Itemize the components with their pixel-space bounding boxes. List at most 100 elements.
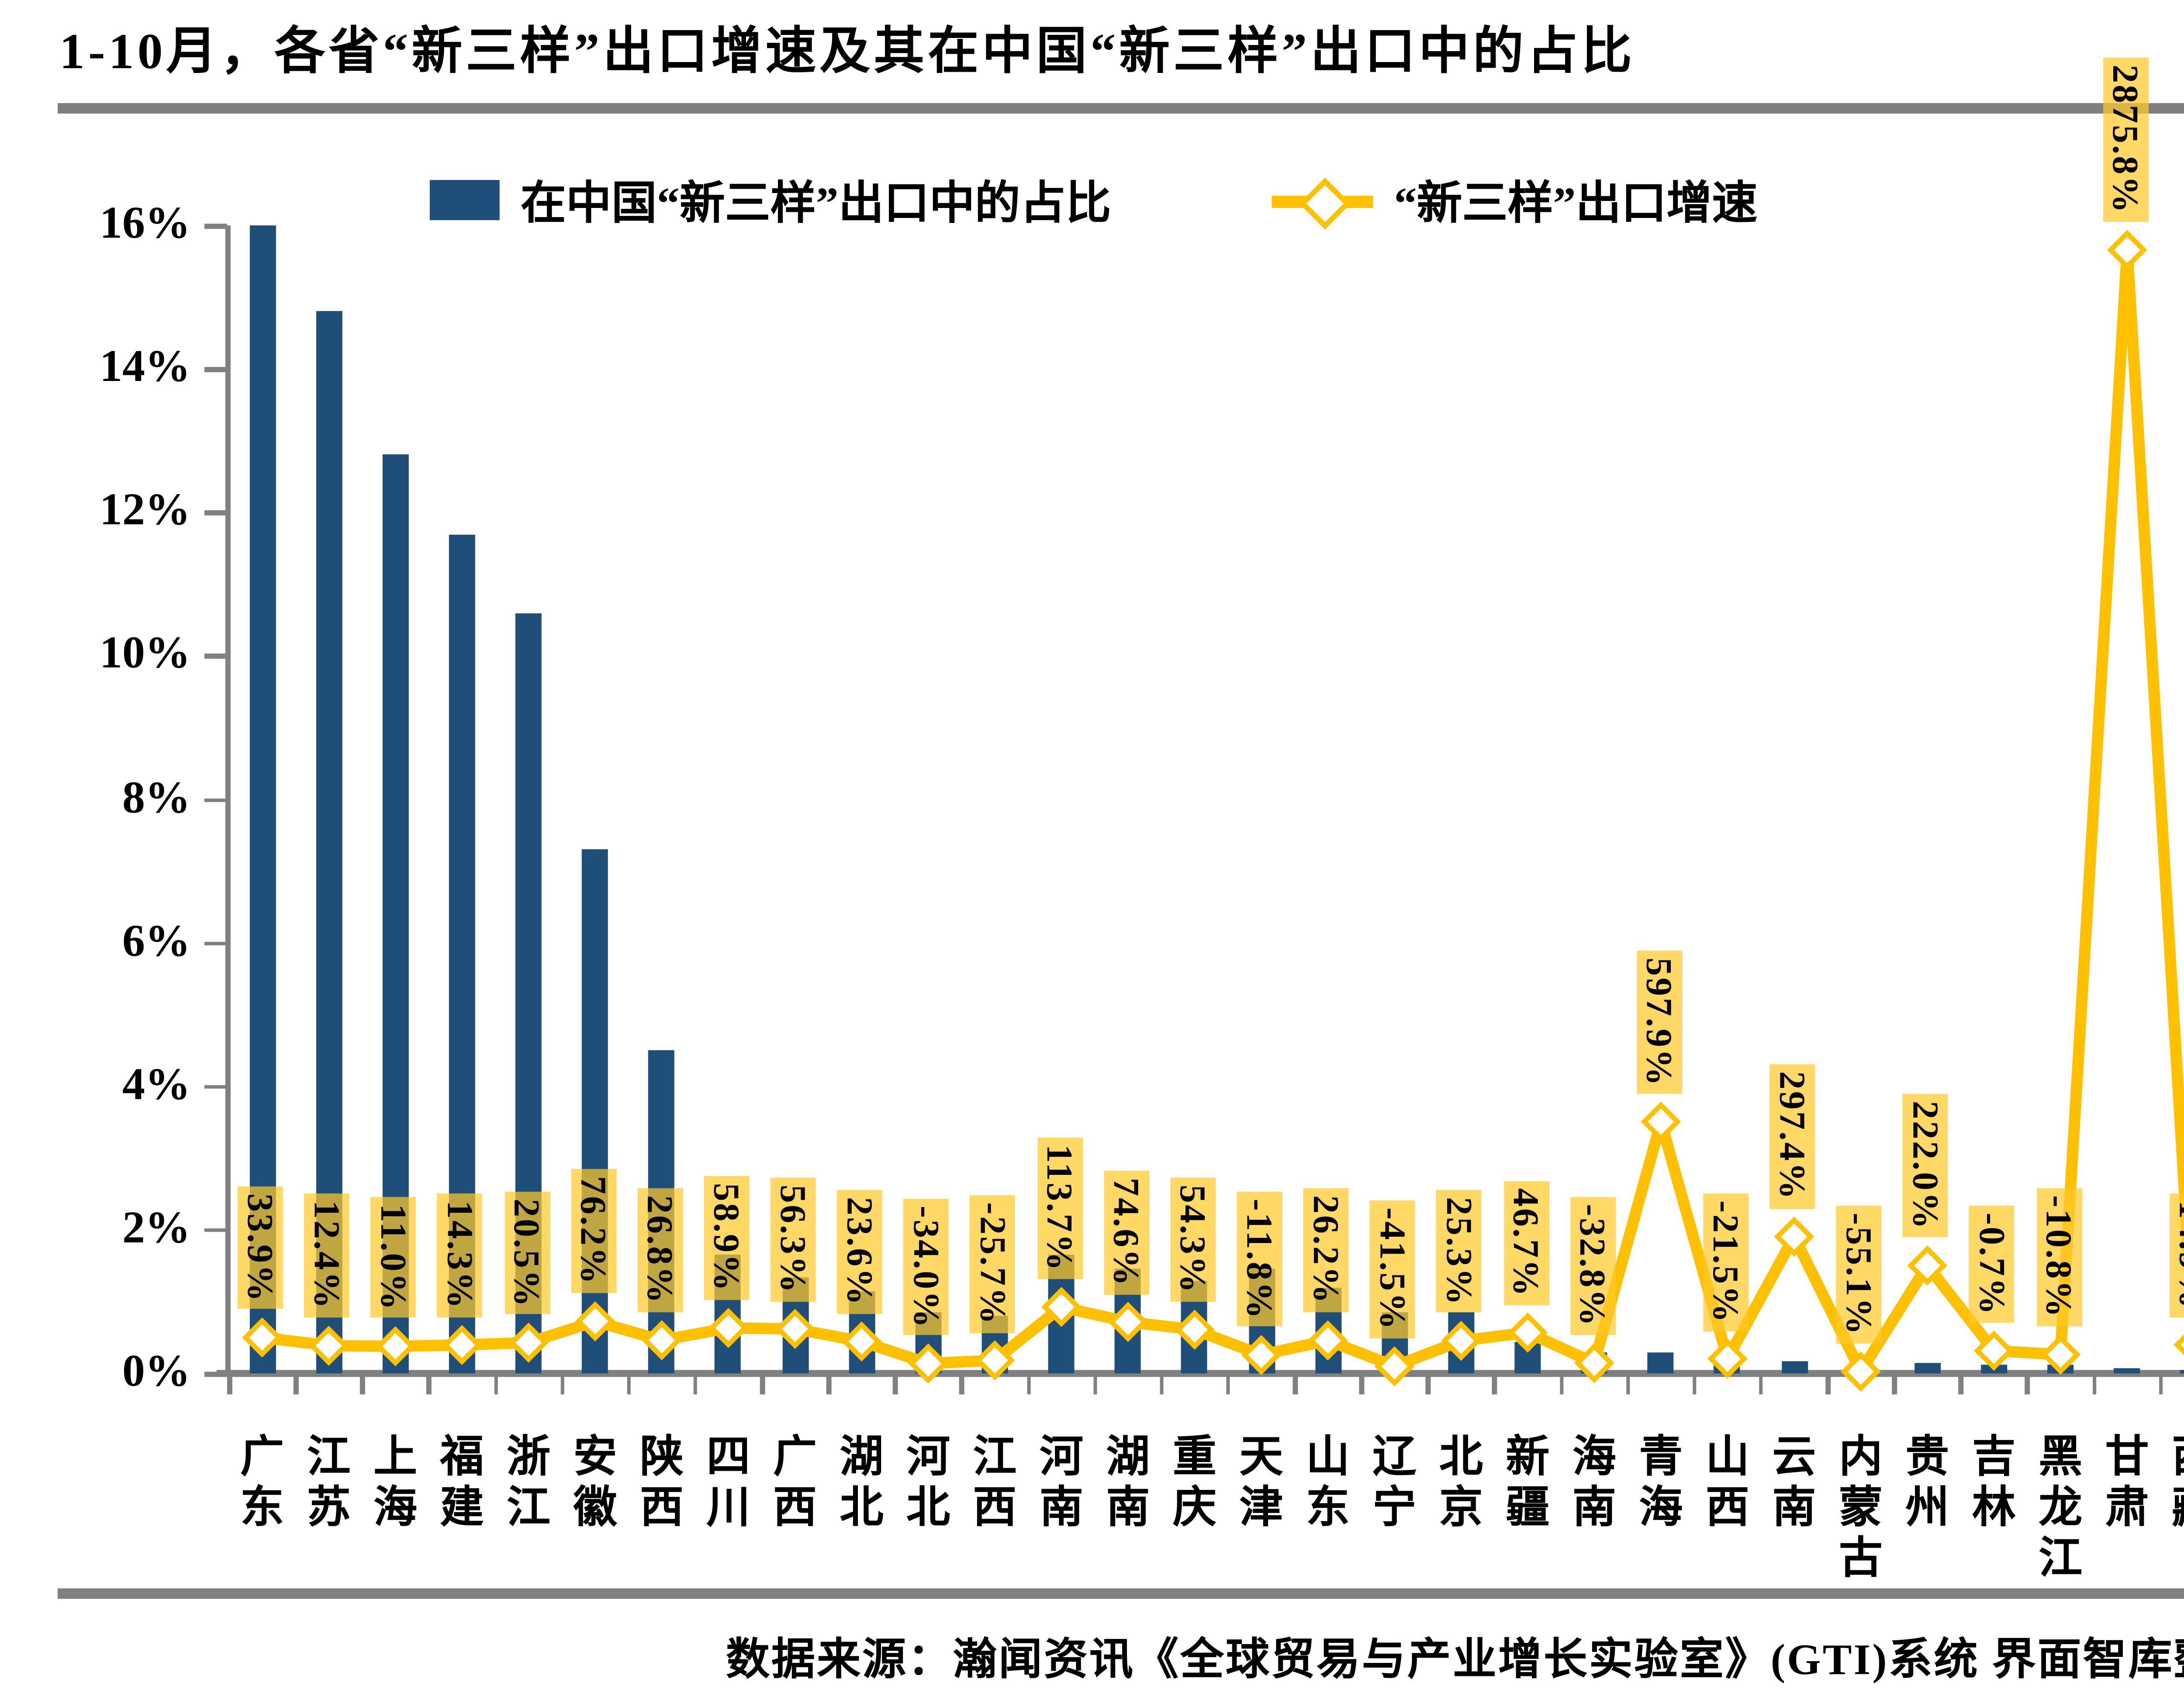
- x-axis-tick: [693, 1373, 698, 1395]
- category-label: 新 疆: [1506, 1434, 1550, 1533]
- data-label: 14.9%: [2169, 1193, 2184, 1317]
- diamond-marker-icon: [1707, 1338, 1748, 1379]
- category-label: 河 北: [906, 1434, 950, 1533]
- diamond-marker-icon: [1774, 1216, 1814, 1257]
- diamond-marker-icon: [1308, 1320, 1348, 1361]
- data-label: 20.5%: [504, 1191, 550, 1315]
- x-axis-tick: [1026, 1373, 1031, 1395]
- x-axis-tick: [960, 1373, 964, 1395]
- left-axis-tick-label: 14%: [99, 341, 190, 392]
- bar: [2114, 1368, 2140, 1374]
- category-label: 内 蒙 古: [1838, 1434, 1883, 1583]
- diamond-marker-icon: [1574, 1343, 1614, 1383]
- category-label: 湖 南: [1106, 1434, 1150, 1533]
- x-axis-tick: [1692, 1373, 1697, 1395]
- diamond-marker-icon: [442, 1325, 482, 1365]
- x-axis-tick: [1759, 1373, 1764, 1395]
- data-label: 297.4%: [1769, 1065, 1815, 1209]
- diamond-marker-icon: [1973, 1330, 2014, 1371]
- diamond-marker-icon: [1907, 1245, 1948, 1286]
- category-label: 上 海: [373, 1434, 418, 1533]
- x-axis-line: [216, 1370, 2184, 1377]
- x-axis-tick: [2025, 1373, 2030, 1395]
- bar: [1781, 1361, 1807, 1374]
- left-axis-tick: [204, 1228, 227, 1233]
- diamond-marker-icon: [975, 1340, 1015, 1381]
- legend-line-label: “新三样”出口增速: [1394, 178, 1758, 229]
- data-label: -32.8%: [1569, 1197, 1615, 1335]
- legend: 在中国“新三样”出口中的占比 “新三样”出口增速: [429, 168, 1758, 232]
- left-axis-tick-label: 8%: [122, 771, 190, 822]
- category-label: 甘 肃: [2105, 1434, 2149, 1533]
- x-axis-tick: [2159, 1373, 2163, 1395]
- data-label: 222.0%: [1903, 1094, 1949, 1238]
- left-axis-tick-label: 0%: [122, 1345, 190, 1396]
- x-axis-tick: [1292, 1373, 1297, 1395]
- data-label: -41.5%: [1370, 1201, 1416, 1339]
- left-axis-tick: [204, 223, 227, 228]
- left-axis-tick: [204, 1371, 227, 1376]
- diamond-marker-icon: [575, 1301, 615, 1342]
- category-label: 贵 州: [1905, 1434, 1949, 1533]
- x-axis-tick: [760, 1373, 764, 1395]
- category-label: 青 海: [1639, 1434, 1683, 1533]
- category-label: 北 京: [1439, 1434, 1483, 1533]
- diamond-marker-icon: [775, 1309, 815, 1349]
- left-axis-tick: [204, 941, 227, 946]
- data-label: 26.2%: [1303, 1189, 1349, 1313]
- diamond-marker-icon: [242, 1317, 283, 1358]
- data-label: 26.8%: [637, 1188, 683, 1313]
- left-axis-tick: [204, 1084, 227, 1089]
- x-axis-tick: [1825, 1373, 1830, 1395]
- left-axis-tick-label: 12%: [99, 484, 190, 535]
- diamond-marker-icon: [308, 1326, 349, 1366]
- diamond-marker-icon: [2040, 1334, 2081, 1375]
- category-label: 辽 宁: [1372, 1434, 1417, 1533]
- data-label: -25.7%: [970, 1195, 1016, 1333]
- data-label: 76.2%: [570, 1170, 616, 1294]
- category-label: 山 东: [1306, 1434, 1350, 1533]
- diamond-marker-icon: [642, 1320, 682, 1361]
- category-label: 海 南: [1572, 1434, 1616, 1533]
- x-axis-tick: [893, 1373, 898, 1395]
- category-label: 陕 西: [639, 1434, 684, 1533]
- legend-line-swatch: [1272, 177, 1373, 229]
- data-label: 2875.8%: [2102, 58, 2148, 222]
- category-label: 河 南: [1039, 1434, 1084, 1533]
- data-label: 58.9%: [704, 1176, 750, 1300]
- category-label: 山 西: [1705, 1434, 1749, 1533]
- category-label: 广 东: [240, 1434, 284, 1533]
- data-label: 56.3%: [771, 1177, 816, 1301]
- data-label: 23.6%: [837, 1190, 883, 1314]
- diamond-marker-icon: [375, 1326, 416, 1367]
- bar: [2181, 1370, 2184, 1374]
- category-label: 重 庆: [1172, 1434, 1216, 1533]
- x-axis-tick: [1626, 1373, 1631, 1395]
- x-axis-tick: [826, 1373, 831, 1395]
- diamond-marker-icon: [1041, 1287, 1082, 1327]
- diamond-marker-icon: [841, 1321, 882, 1362]
- x-axis-tick: [294, 1373, 298, 1395]
- x-axis-tick: [1093, 1373, 1098, 1395]
- legend-bar-swatch: [429, 180, 500, 220]
- category-label: 天 津: [1239, 1434, 1283, 1533]
- data-label: 11.0%: [371, 1196, 417, 1319]
- data-label: 597.9%: [1636, 950, 1682, 1094]
- x-axis-tick: [1493, 1373, 1497, 1395]
- data-label: -10.8%: [2036, 1189, 2082, 1327]
- left-axis-tick: [204, 510, 227, 515]
- diamond-marker-icon: [1441, 1320, 1481, 1361]
- bottom-divider-rule: [57, 1588, 2184, 1599]
- data-label: -21.5%: [1703, 1193, 1749, 1331]
- diamond-marker-icon: [1241, 1335, 1282, 1375]
- x-axis-tick: [360, 1373, 365, 1395]
- category-label: 黑 龙 江: [2039, 1434, 2083, 1583]
- bar: [249, 225, 276, 1374]
- category-label: 西 藏: [2155, 1433, 2184, 1534]
- left-axis-tick-label: 10%: [99, 628, 190, 679]
- x-axis-tick: [1226, 1373, 1231, 1395]
- legend-bar-label: 在中国“新三样”出口中的占比: [520, 178, 1111, 229]
